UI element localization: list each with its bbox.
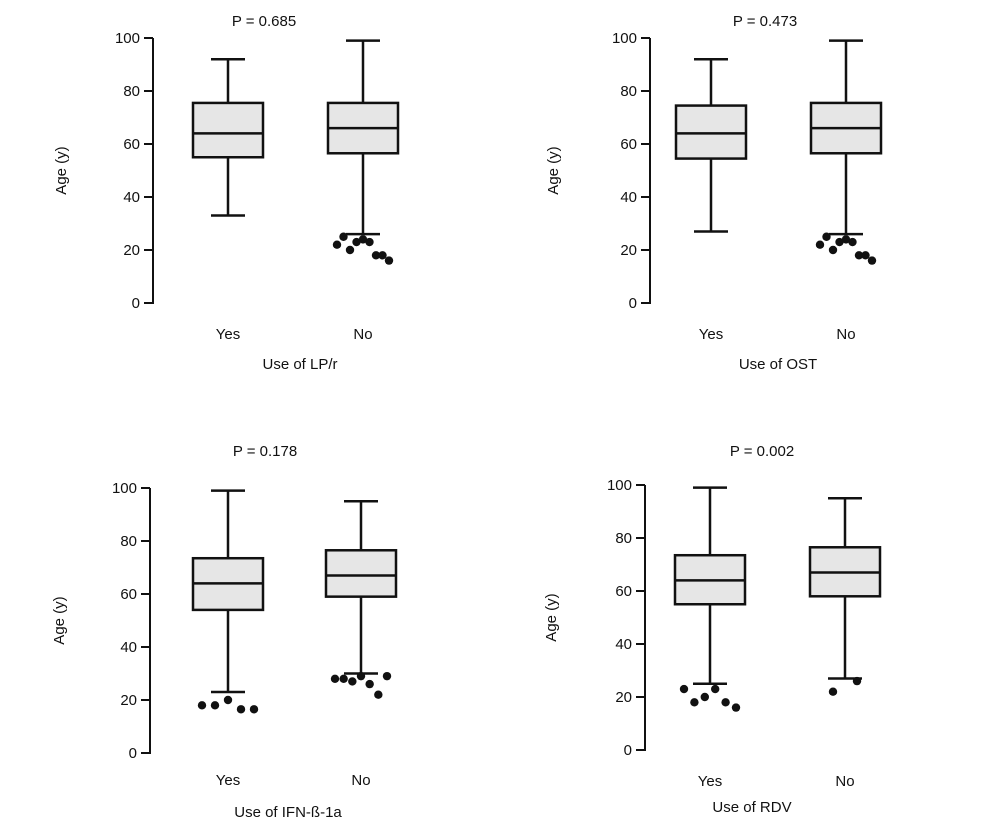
y-tick-label: 60 xyxy=(120,586,137,603)
outlier-point xyxy=(679,684,689,694)
outlier-point xyxy=(841,235,851,244)
y-tick-label: 80 xyxy=(615,530,632,547)
outlier-point xyxy=(358,235,368,244)
y-tick-label: 0 xyxy=(624,742,632,759)
chart-title: P = 0.178 xyxy=(233,443,297,460)
box-yes xyxy=(674,57,748,233)
outlier-point xyxy=(382,671,392,681)
box-yes xyxy=(191,57,265,217)
outlier-point xyxy=(374,690,383,699)
y-tick-label: 20 xyxy=(120,692,137,709)
x-tick-label: No xyxy=(353,326,372,343)
outlier-point xyxy=(365,679,374,689)
y-tick-label: 80 xyxy=(620,83,637,100)
outlier-point xyxy=(345,245,355,255)
outlier-point xyxy=(848,237,857,247)
outlier-point xyxy=(815,240,825,249)
outlier-point xyxy=(332,240,342,249)
y-tick-label: 100 xyxy=(607,477,632,494)
y-tick-label: 0 xyxy=(629,295,637,312)
chart-panel-2: P = 0.473 0 20 40 60 80 100 Age (y) Yes No Use of … xyxy=(545,13,883,373)
outlier-point xyxy=(854,251,864,260)
outlier-point xyxy=(352,237,361,247)
x-axis-label: Use of LP/r xyxy=(262,356,337,373)
outlier-point xyxy=(371,251,381,260)
chart-panel-4: P = 0.002 0 20 40 60 80 100 Age (y) Yes No Use of … xyxy=(543,443,882,816)
y-tick-label: 80 xyxy=(120,533,137,550)
outlier-point xyxy=(339,674,348,683)
outlier-point xyxy=(828,687,838,696)
box-iqr xyxy=(674,104,748,160)
outlier-point xyxy=(852,676,862,686)
y-tick-label: 20 xyxy=(615,689,632,706)
x-axis-label: Use of RDV xyxy=(712,799,791,816)
box-no xyxy=(326,39,400,265)
chart-title: P = 0.473 xyxy=(733,13,797,30)
outlier-point xyxy=(223,695,233,705)
box-no xyxy=(324,500,398,699)
x-tick-label: Yes xyxy=(216,772,240,789)
outlier-point xyxy=(210,701,220,710)
y-axis-label: Age (y) xyxy=(51,596,68,644)
outlier-point xyxy=(731,703,741,712)
x-axis-label: Use of OST xyxy=(739,356,817,373)
outlier-point xyxy=(236,705,246,714)
outlier-point xyxy=(339,232,348,241)
x-tick-label: Yes xyxy=(216,326,240,343)
chart-title: P = 0.685 xyxy=(232,13,296,30)
chart-panel-1: P = 0.685 0 20 40 60 80 100 Age (y) Yes No Use of … xyxy=(53,13,400,373)
y-tick-label: 100 xyxy=(115,30,140,47)
y-tick-label: 60 xyxy=(620,136,637,153)
outlier-point xyxy=(249,705,259,714)
outlier-point xyxy=(384,256,394,265)
y-tick-label: 0 xyxy=(132,295,140,312)
outlier-point xyxy=(197,701,207,710)
y-tick-label: 20 xyxy=(123,242,140,259)
x-tick-label: Yes xyxy=(699,326,723,343)
y-axis-label: Age (y) xyxy=(545,146,562,194)
chart-title: P = 0.002 xyxy=(730,443,794,460)
outlier-point xyxy=(822,232,831,241)
x-tick-label: No xyxy=(836,326,855,343)
y-tick-label: 0 xyxy=(129,745,137,762)
y-tick-label: 60 xyxy=(123,136,140,153)
box-no xyxy=(808,497,882,696)
y-tick-label: 100 xyxy=(112,480,137,497)
outlier-point xyxy=(861,251,870,260)
y-tick-label: 40 xyxy=(615,636,632,653)
outlier-point xyxy=(835,237,844,247)
outlier-point xyxy=(700,692,709,702)
outlier-point xyxy=(365,237,374,247)
y-tick-label: 40 xyxy=(620,189,637,206)
box-iqr xyxy=(191,101,265,159)
outlier-point xyxy=(378,251,387,260)
box-no xyxy=(809,39,883,265)
y-tick-label: 20 xyxy=(620,242,637,259)
outlier-point xyxy=(356,671,366,681)
y-axis-label: Age (y) xyxy=(53,146,70,194)
outlier-point xyxy=(330,674,340,683)
box-iqr xyxy=(324,549,398,598)
y-tick-label: 60 xyxy=(615,583,632,600)
x-axis-label: Use of IFN-ß-1a xyxy=(234,804,342,821)
outlier-point xyxy=(828,245,838,255)
outlier-point xyxy=(721,698,730,707)
x-tick-label: No xyxy=(351,772,370,789)
y-tick-label: 40 xyxy=(120,639,137,656)
y-tick-label: 40 xyxy=(123,189,140,206)
chart-panel-3: P = 0.178 0 20 40 60 80 100 Age (y) Yes No Use of … xyxy=(51,443,398,821)
y-tick-label: 100 xyxy=(612,30,637,47)
x-tick-label: No xyxy=(835,773,854,790)
outlier-point xyxy=(348,677,357,686)
outlier-point xyxy=(711,684,720,694)
y-tick-label: 80 xyxy=(123,83,140,100)
y-axis-label: Age (y) xyxy=(543,593,560,641)
outlier-point xyxy=(690,698,699,707)
x-tick-label: Yes xyxy=(698,773,722,790)
outlier-point xyxy=(867,256,877,265)
box-yes xyxy=(673,486,747,712)
box-yes xyxy=(191,489,265,714)
